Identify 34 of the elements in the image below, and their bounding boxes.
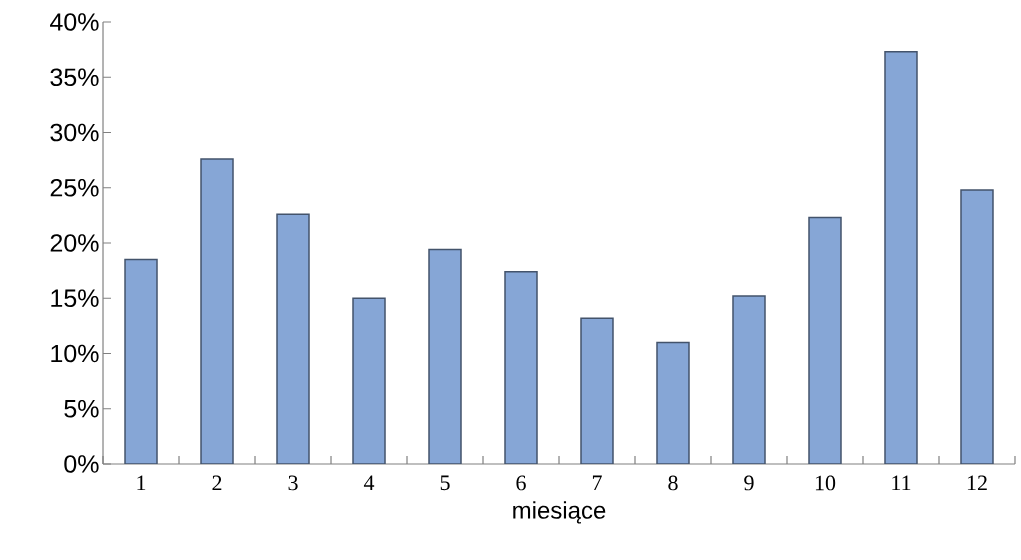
bar [960, 189, 994, 464]
x-tick-label: 1 [137, 475, 146, 491]
bar [276, 213, 310, 464]
bar [352, 297, 386, 464]
bar [124, 258, 158, 464]
x-tick-label: 4 [363, 475, 375, 490]
x-tick-label: 12 [967, 475, 987, 491]
y-tick-label: 40% [50, 13, 99, 31]
bar [200, 158, 234, 464]
x-tick-label: 8 [668, 475, 678, 491]
x-tick-label: 10 [815, 475, 836, 491]
x-tick-label: 9 [744, 475, 754, 491]
y-tick-label: 25% [50, 178, 99, 197]
bar [428, 248, 462, 464]
y-tick-label: 10% [51, 344, 99, 363]
x-tick-label: 7 [592, 475, 602, 490]
x-tick-label: 6 [516, 475, 526, 491]
x-tick-label: 5 [440, 475, 450, 491]
y-tick-label: 0% [64, 455, 99, 473]
x-tick-label: 2 [212, 475, 222, 491]
y-tick-label: 20% [50, 234, 99, 252]
bar [656, 341, 690, 464]
y-tick-label: 35% [50, 68, 99, 87]
bar [884, 51, 918, 464]
y-tick-label: 30% [50, 123, 99, 142]
bar [808, 216, 842, 464]
y-tick-label: 15% [51, 289, 99, 308]
bar [580, 317, 614, 464]
bar [504, 270, 538, 464]
x-tick-label: 3 [288, 475, 298, 491]
bar [732, 295, 766, 464]
y-tick-label: 5% [64, 399, 99, 418]
x-tick-label: 11 [892, 475, 911, 491]
x-axis-title: miesiące [513, 501, 606, 524]
